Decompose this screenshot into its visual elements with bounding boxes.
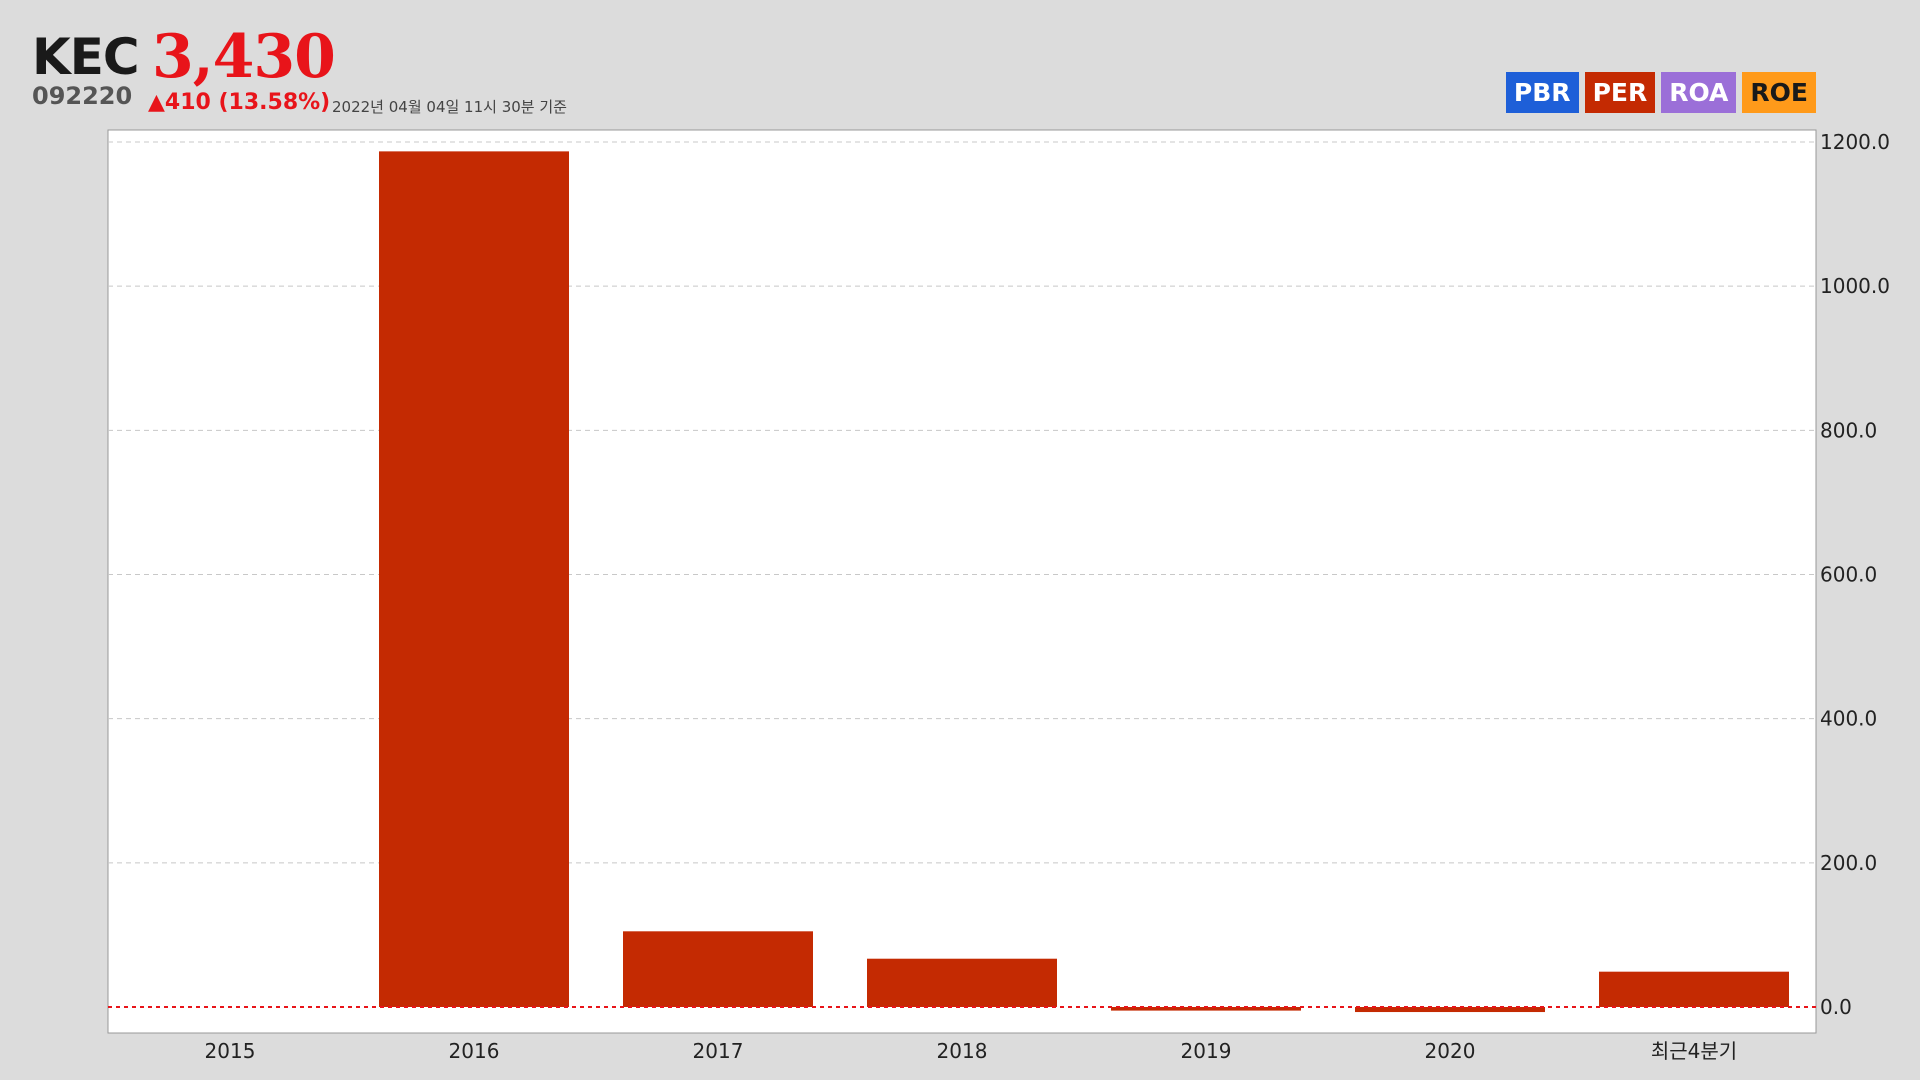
bar [1355, 1007, 1545, 1013]
bar [1111, 1007, 1301, 1011]
y-tick-label: 200.0 [1820, 851, 1877, 875]
ticker-name: KEC [32, 28, 140, 86]
y-tick-label: 1000.0 [1820, 274, 1890, 298]
bar [623, 931, 813, 1007]
tab-per[interactable]: PER [1584, 72, 1656, 113]
timestamp: 2022년 04월 04일 11시 30분 기준 [332, 98, 567, 116]
x-tick-label: 2020 [1425, 1039, 1476, 1063]
y-tick-label: 1200.0 [1820, 130, 1890, 154]
tab-roa[interactable]: ROA [1661, 72, 1737, 113]
x-tick-label: 2017 [693, 1039, 744, 1063]
x-tick-label: 2016 [449, 1039, 500, 1063]
y-tick-label: 400.0 [1820, 707, 1877, 731]
x-tick-label: 2019 [1181, 1039, 1232, 1063]
tab-roe[interactable]: ROE [1742, 72, 1816, 113]
x-tick-label: 2018 [937, 1039, 988, 1063]
y-tick-label: 0.0 [1820, 995, 1852, 1019]
y-tick-label: 600.0 [1820, 563, 1877, 587]
tab-pbr[interactable]: PBR [1505, 72, 1579, 113]
bar [867, 958, 1057, 1007]
plot-area [107, 129, 1817, 1034]
current-price: 3,430 [152, 22, 336, 92]
ticker-code: 092220 [32, 82, 133, 110]
x-tick-label: 2015 [205, 1039, 256, 1063]
x-tick-label: 최근4분기 [1651, 1039, 1737, 1063]
y-tick-label: 800.0 [1820, 418, 1877, 442]
price-change: ▲410 (13.58%) [148, 90, 331, 115]
bar [379, 151, 569, 1007]
metric-tabs: PBR PER ROA ROE [1505, 72, 1816, 113]
bar [1599, 971, 1789, 1007]
